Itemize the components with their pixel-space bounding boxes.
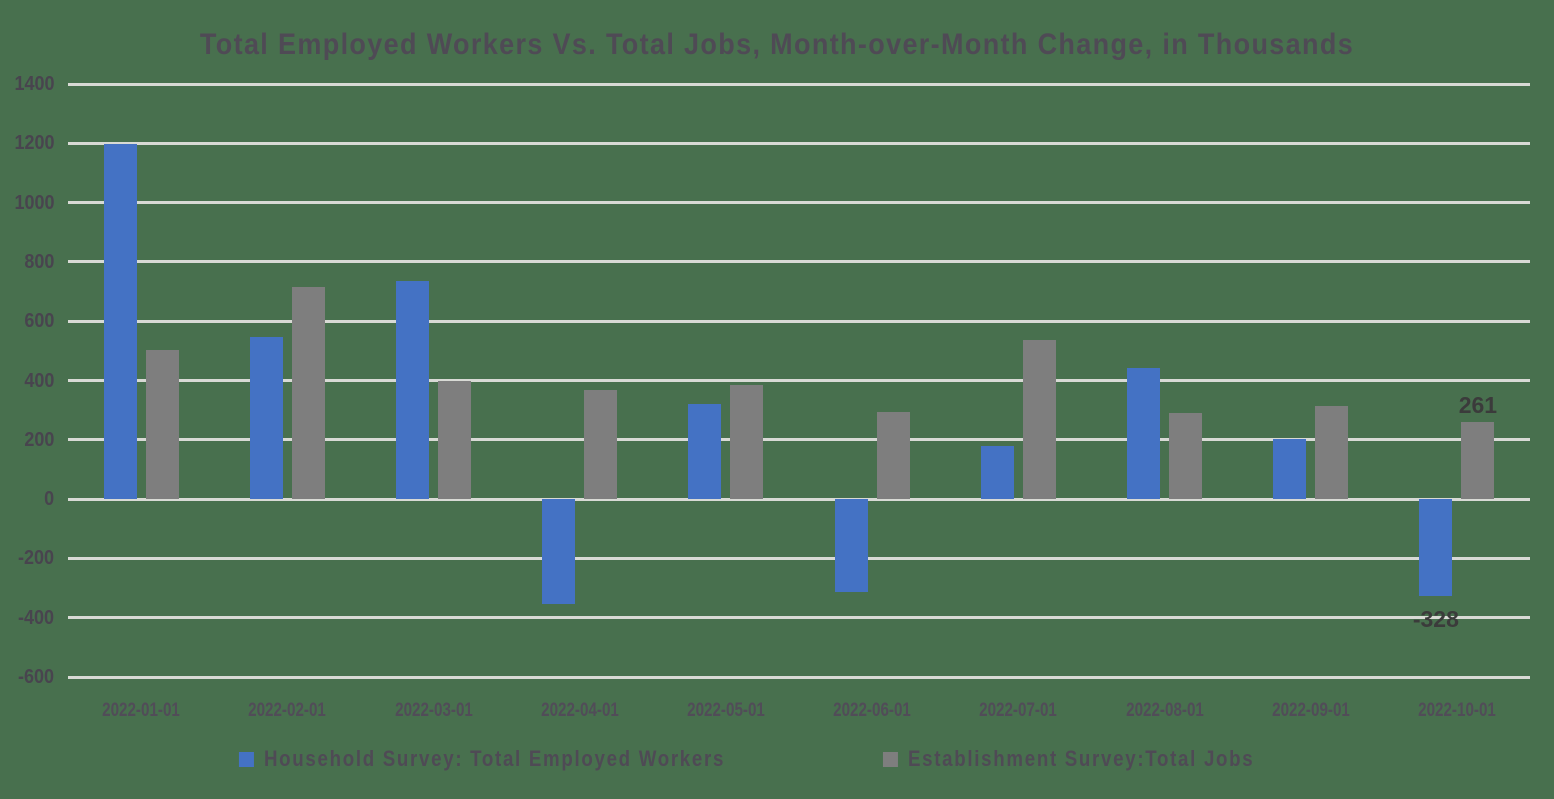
data-label: 261	[1458, 391, 1498, 418]
y-axis-tick-label: 1400	[13, 73, 54, 95]
x-axis-label: 2022-08-01	[1125, 700, 1204, 721]
bar-establishment-2022-06-01	[876, 412, 910, 500]
x-axis-label: 2022-10-01	[1418, 700, 1496, 721]
y-axis-tick-label: 1000	[13, 191, 54, 214]
bar-household-2022-02-01	[249, 336, 283, 500]
bar-establishment-2022-03-01	[438, 381, 471, 500]
gridline	[68, 141, 1530, 145]
bar-household-2022-06-01	[834, 499, 868, 593]
bar-establishment-2022-01-01	[145, 349, 179, 500]
gridline	[68, 379, 1530, 382]
x-axis-label: 2022-01-01	[102, 700, 180, 721]
y-axis-tick-label: -200	[17, 547, 54, 570]
data-label: -328	[1412, 606, 1459, 633]
bar-establishment-2022-05-01	[730, 384, 764, 500]
legend-item-establishment: Establishment Survey:Total Jobs	[882, 746, 1315, 772]
household-series-marker-icon	[238, 751, 254, 767]
y-axis-tick-label: 800	[23, 250, 54, 273]
gridline	[68, 82, 1530, 86]
y-axis-tick-label: 200	[23, 428, 54, 451]
bar-household-2022-08-01	[1127, 368, 1160, 500]
chart-title: Total Employed Workers Vs. Total Jobs, M…	[199, 28, 1355, 61]
x-axis-label: 2022-03-01	[394, 700, 473, 721]
establishment-series-marker-icon	[882, 751, 898, 767]
x-axis-label: 2022-05-01	[687, 700, 765, 721]
bar-household-2022-07-01	[980, 446, 1014, 500]
legend-label-establishment: Establishment Survey:Total Jobs	[907, 746, 1254, 771]
gridline	[68, 675, 1530, 679]
bar-establishment-2022-02-01	[291, 287, 325, 500]
x-axis-label: 2022-06-01	[833, 700, 911, 721]
gridline	[68, 319, 1530, 323]
y-axis-tick-label: 0	[43, 488, 54, 511]
bar-household-2022-03-01	[396, 280, 429, 500]
gridline	[68, 201, 1530, 205]
plot-area: -328 261	[68, 82, 1530, 679]
x-axis-label: 2022-02-01	[248, 700, 327, 721]
bar-establishment-2022-08-01	[1169, 412, 1202, 500]
bar-household-2022-04-01	[542, 499, 576, 604]
x-axis-label: 2022-04-01	[540, 700, 619, 721]
bar-establishment-2022-10-01	[1461, 421, 1495, 500]
bar-establishment-2022-09-01	[1315, 405, 1349, 500]
x-axis-label: 2022-09-01	[1271, 700, 1350, 721]
gridline	[68, 556, 1530, 560]
bar-household-2022-10-01	[1419, 499, 1453, 597]
gridline	[68, 438, 1530, 442]
gridline	[68, 497, 1530, 501]
y-axis-tick-label: 1200	[13, 132, 54, 155]
legend-item-household: Household Survey: Total Employed Workers	[238, 746, 807, 772]
y-axis-tick-label: -600	[17, 666, 54, 688]
bar-establishment-2022-04-01	[584, 389, 618, 500]
x-axis-label: 2022-07-01	[979, 700, 1058, 721]
bar-establishment-2022-07-01	[1022, 339, 1056, 500]
y-axis-tick-label: -400	[17, 606, 54, 629]
bar-household-2022-01-01	[103, 143, 137, 500]
gridline	[68, 616, 1530, 620]
bar-household-2022-09-01	[1273, 438, 1307, 500]
gridline	[68, 260, 1530, 264]
y-axis-tick-label: 400	[23, 369, 54, 392]
legend-label-household: Household Survey: Total Employed Workers	[263, 746, 726, 771]
y-axis-tick-label: 600	[23, 310, 54, 333]
bar-household-2022-05-01	[688, 403, 722, 500]
legend: Household Survey: Total Employed Workers…	[238, 746, 1315, 772]
